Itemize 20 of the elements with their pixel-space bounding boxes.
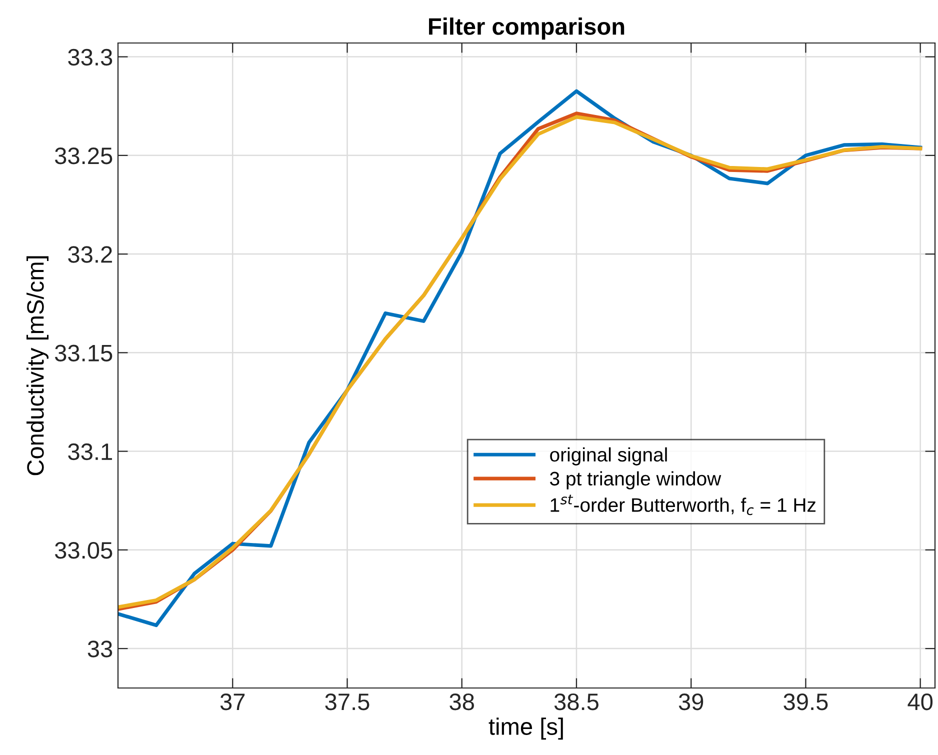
legend-label: 3 pt triangle window — [550, 471, 722, 490]
x-tick-label: 37 — [220, 693, 245, 710]
x-tick-label: 37.5 — [325, 693, 370, 710]
y-tick-label: 33 — [88, 640, 112, 658]
y-tick-label: 33.15 — [54, 344, 112, 362]
legend-label: original signal — [550, 447, 667, 466]
chart-title: Filter comparison — [429, 18, 624, 40]
y-tick-label: 33.1 — [68, 443, 112, 460]
legend-label: 1$^{st}$-order Butterworth, f$_{c}$ = 1 Hz — [550, 494, 816, 516]
x-tick-label: 39.5 — [784, 693, 828, 710]
x-axis-title: time [s] — [488, 718, 563, 740]
x-tick-label: 38 — [450, 693, 474, 710]
y-tick-label: 33.05 — [54, 542, 112, 559]
y-tick-label: 33.25 — [54, 148, 112, 164]
x-tick-label: 39 — [678, 693, 704, 710]
x-tick-label: 40 — [908, 693, 933, 710]
y-tick-label: 33.3 — [68, 48, 112, 66]
x-tick-label: 38.5 — [554, 693, 598, 710]
y-tick-label: 33.2 — [68, 246, 112, 263]
y-axis-title: Conductivity [mS/cm] — [26, 256, 49, 476]
